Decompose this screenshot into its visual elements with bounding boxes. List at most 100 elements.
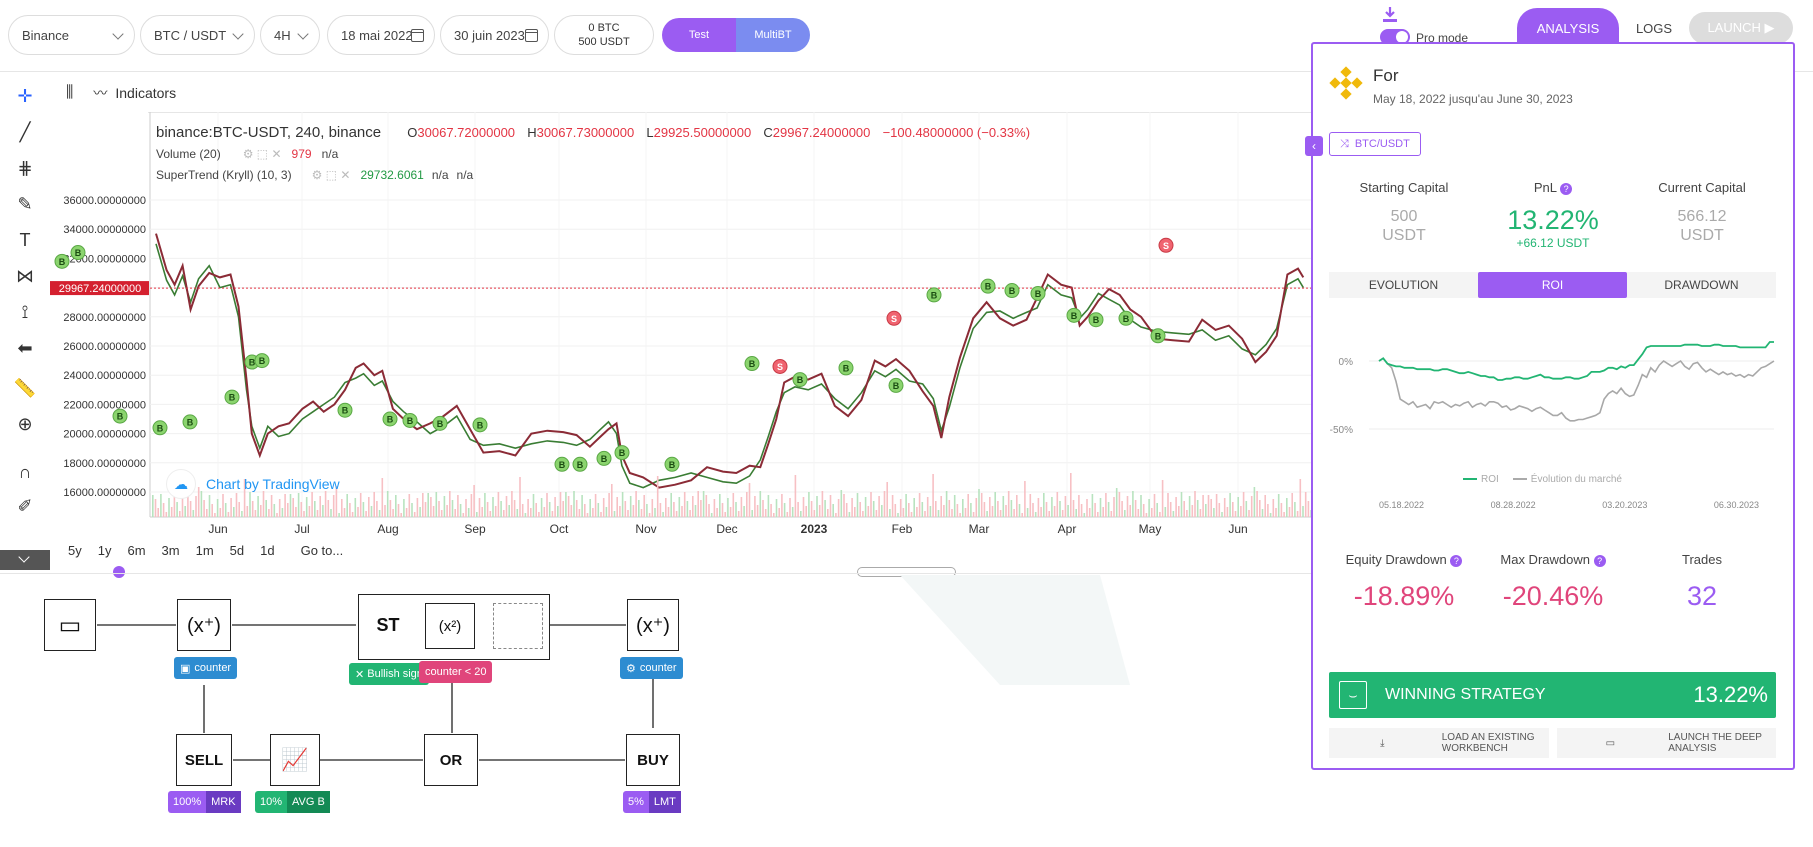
buy-signal-label: B bbox=[1155, 331, 1162, 341]
volume-bar bbox=[351, 512, 354, 517]
indicators-button[interactable]: Indicators bbox=[115, 85, 177, 101]
volume-bar bbox=[513, 500, 516, 517]
volume-bar bbox=[1248, 510, 1250, 517]
starting-capital-label: Starting Capital bbox=[1359, 180, 1449, 195]
arrow-left-icon[interactable]: ⬅ bbox=[17, 338, 33, 358]
volume-bar bbox=[435, 492, 438, 517]
sell-order-tag[interactable]: 100% MRK bbox=[168, 791, 241, 813]
buy-signal-label: B bbox=[1035, 289, 1042, 299]
roi-x-label: 05.18.2022 bbox=[1379, 500, 1425, 510]
period-1d[interactable]: 1d bbox=[260, 543, 275, 558]
fib-icon[interactable]: ⋕ bbox=[17, 158, 33, 178]
timeframe-select[interactable]: 4H bbox=[260, 15, 320, 55]
magnet-icon[interactable]: ∩ bbox=[18, 462, 32, 482]
period-1y[interactable]: 1y bbox=[97, 543, 112, 558]
end-date-input[interactable]: 30 juin 2023 bbox=[440, 15, 549, 55]
avg-order-tag[interactable]: 10% AVG B bbox=[255, 791, 330, 813]
wallet-node[interactable]: ▭ bbox=[44, 599, 96, 651]
launch-button[interactable]: LAUNCH ▶ bbox=[1689, 12, 1793, 44]
period-3m[interactable]: 3m bbox=[161, 543, 180, 558]
volume-bar bbox=[335, 486, 338, 517]
collapse-toolbar-button[interactable] bbox=[0, 550, 50, 570]
or-node[interactable]: OR bbox=[424, 734, 478, 786]
ruler-icon[interactable]: 📏 bbox=[13, 378, 37, 398]
compare-node[interactable]: (x²) bbox=[425, 603, 475, 649]
help-icon[interactable]: ? bbox=[1560, 183, 1573, 195]
load-workbench-button[interactable]: ⤓ LOAD AN EXISTING WORKBENCH bbox=[1329, 728, 1549, 758]
volume-bar bbox=[1099, 498, 1102, 517]
goto-button[interactable]: Go to... bbox=[300, 543, 344, 558]
bullish-tag[interactable]: ✕ Bullish sign bbox=[349, 663, 429, 685]
period-5d[interactable]: 5d bbox=[229, 543, 245, 558]
current-capital-value: 566.12 bbox=[1677, 208, 1727, 225]
text-icon[interactable]: T bbox=[19, 230, 31, 250]
period-1m[interactable]: 1m bbox=[195, 543, 214, 558]
range-slider-thumb[interactable] bbox=[113, 566, 125, 578]
period-6m[interactable]: 6m bbox=[127, 543, 146, 558]
counter-tag-2[interactable]: ⚙ counter bbox=[620, 657, 683, 679]
pair-tag[interactable]: ⤨ BTC/USDT bbox=[1329, 132, 1421, 156]
avg-buy-node[interactable]: 📈 bbox=[270, 734, 320, 786]
sell-node[interactable]: SELL bbox=[176, 734, 232, 786]
pattern-icon[interactable]: ⋈ bbox=[16, 266, 34, 286]
sell-signal-marker bbox=[1158, 237, 1174, 253]
crosshair-icon[interactable]: ✛ bbox=[17, 86, 33, 106]
exchange-select[interactable]: Binance bbox=[8, 15, 135, 55]
roi-chart[interactable]: 50%0%-50% bbox=[1329, 306, 1779, 496]
volume-bar bbox=[881, 505, 883, 517]
tab-roi[interactable]: ROI bbox=[1478, 272, 1627, 298]
volume-bar bbox=[608, 493, 610, 517]
st-node[interactable]: ST bbox=[365, 601, 411, 649]
variable-node-2[interactable]: (x⁺) bbox=[627, 599, 679, 651]
price-chart[interactable]: ⫼ 〰 Indicators 36000.00000000 34000.00000… bbox=[50, 74, 1360, 574]
collapse-panel-button[interactable]: ‹ bbox=[1305, 136, 1323, 156]
zoom-icon[interactable]: ⊕ bbox=[17, 414, 33, 434]
volume-bar bbox=[864, 497, 867, 517]
download-icon[interactable] bbox=[1381, 6, 1399, 24]
deep-analysis-button[interactable]: ▭ LAUNCH THE DEEP ANALYSIS bbox=[1556, 728, 1776, 758]
volume-bar bbox=[764, 509, 767, 517]
supertrend-block[interactable]: ST (x²) bbox=[358, 594, 550, 660]
volume-bar bbox=[1059, 501, 1061, 517]
tab-drawdown[interactable]: DRAWDOWN bbox=[1664, 278, 1739, 292]
counter-condition-tag[interactable]: counter < 20 bbox=[419, 661, 493, 683]
y-tick-label: 22000.00000000 bbox=[63, 399, 146, 411]
tradingview-watermark[interactable]: ☁ Chart by TradingView bbox=[166, 469, 340, 499]
current-capital: Current Capital 566.12 USDT bbox=[1627, 180, 1777, 245]
candles-icon[interactable]: ⫼ bbox=[66, 84, 74, 101]
volume-bar bbox=[211, 504, 213, 517]
test-button[interactable]: Test bbox=[662, 18, 736, 52]
indicators-icon[interactable]: 〰 bbox=[93, 85, 108, 101]
volume-bar bbox=[621, 492, 624, 517]
volume-bar bbox=[413, 512, 416, 517]
variable-node[interactable]: (x⁺) bbox=[177, 599, 231, 651]
help-icon[interactable]: ? bbox=[1593, 555, 1606, 567]
start-date-input[interactable]: 18 mai 2022 bbox=[327, 15, 435, 55]
trendline-icon[interactable]: ╱ bbox=[19, 122, 31, 142]
pro-mode-toggle[interactable] bbox=[1380, 29, 1410, 45]
volume-bar bbox=[381, 478, 384, 517]
volume-bar bbox=[594, 494, 597, 517]
counter-tag[interactable]: ▣ counter bbox=[174, 657, 238, 679]
tab-analysis[interactable]: ANALYSIS bbox=[1517, 8, 1619, 48]
volume-bar bbox=[1016, 495, 1018, 517]
volume-bar bbox=[411, 503, 413, 517]
measure-icon[interactable]: ⟟ bbox=[21, 302, 29, 322]
period-5y[interactable]: 5y bbox=[68, 543, 82, 558]
lock-icon[interactable]: ✐ bbox=[17, 496, 33, 516]
volume-bar bbox=[419, 507, 421, 517]
help-icon[interactable]: ? bbox=[1450, 555, 1463, 567]
price-chart-svg[interactable]: 36000.0000000034000.0000000032000.000000… bbox=[50, 112, 1312, 537]
brush-icon[interactable]: ✎ bbox=[17, 194, 33, 214]
buy-order-tag[interactable]: 5% LMT bbox=[623, 791, 681, 813]
tab-evolution[interactable]: EVOLUTION bbox=[1368, 278, 1439, 292]
buy-node[interactable]: BUY bbox=[626, 734, 680, 786]
multibt-button[interactable]: MultiBT bbox=[736, 18, 810, 52]
volume-bar bbox=[1194, 491, 1196, 517]
empty-slot[interactable] bbox=[493, 603, 543, 649]
pair-select[interactable]: BTC / USDT bbox=[140, 15, 255, 55]
tab-logs[interactable]: LOGS bbox=[1635, 20, 1673, 36]
volume-bar bbox=[230, 498, 232, 517]
volume-bar bbox=[886, 482, 888, 517]
volume-bar bbox=[354, 498, 357, 517]
